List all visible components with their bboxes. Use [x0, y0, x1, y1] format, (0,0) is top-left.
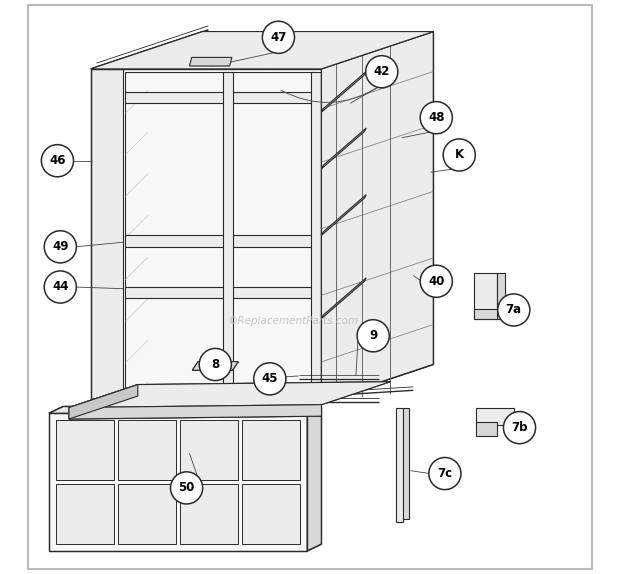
Polygon shape [125, 72, 316, 405]
Polygon shape [91, 32, 433, 69]
Polygon shape [190, 57, 232, 66]
Text: K: K [454, 149, 464, 161]
Text: 50: 50 [179, 482, 195, 494]
Circle shape [199, 348, 231, 381]
Polygon shape [91, 69, 123, 402]
Polygon shape [49, 413, 307, 551]
Polygon shape [476, 422, 497, 436]
Polygon shape [307, 406, 322, 551]
Circle shape [357, 320, 389, 352]
Polygon shape [180, 420, 238, 480]
Text: 44: 44 [52, 281, 69, 293]
Circle shape [420, 265, 453, 297]
Polygon shape [476, 408, 514, 425]
Polygon shape [322, 71, 366, 112]
Circle shape [254, 363, 286, 395]
Polygon shape [125, 92, 316, 103]
Polygon shape [497, 273, 505, 319]
Text: 40: 40 [428, 275, 445, 288]
Polygon shape [118, 420, 176, 480]
Text: 48: 48 [428, 111, 445, 124]
Text: 9: 9 [369, 329, 377, 342]
Polygon shape [56, 420, 114, 480]
Polygon shape [192, 362, 238, 370]
Polygon shape [69, 382, 391, 408]
Circle shape [429, 457, 461, 490]
Text: 46: 46 [49, 154, 66, 167]
Polygon shape [396, 408, 403, 522]
Circle shape [443, 139, 476, 171]
Circle shape [170, 472, 203, 504]
Polygon shape [322, 195, 366, 235]
Polygon shape [322, 128, 366, 169]
Polygon shape [56, 484, 114, 544]
Polygon shape [474, 273, 497, 319]
Polygon shape [474, 309, 508, 319]
Text: 47: 47 [270, 31, 286, 44]
Polygon shape [223, 72, 232, 405]
Circle shape [42, 145, 74, 177]
Polygon shape [322, 32, 433, 402]
Text: 42: 42 [374, 65, 390, 78]
Text: 8: 8 [211, 358, 219, 371]
Polygon shape [69, 385, 138, 419]
Polygon shape [125, 235, 316, 247]
Circle shape [503, 412, 536, 444]
Polygon shape [403, 408, 409, 519]
Circle shape [366, 56, 398, 88]
Circle shape [498, 294, 530, 326]
Circle shape [262, 21, 294, 53]
Polygon shape [69, 405, 322, 419]
Text: ©ReplacementParts.com: ©ReplacementParts.com [227, 316, 358, 327]
Polygon shape [49, 406, 322, 413]
Polygon shape [322, 278, 366, 319]
Text: 7b: 7b [512, 421, 528, 434]
Polygon shape [125, 393, 316, 402]
Text: 49: 49 [52, 241, 69, 253]
Circle shape [44, 231, 76, 263]
Polygon shape [180, 484, 238, 544]
Polygon shape [118, 484, 176, 544]
Polygon shape [242, 484, 300, 544]
Circle shape [420, 102, 453, 134]
Text: 45: 45 [262, 373, 278, 385]
Polygon shape [125, 287, 316, 298]
Circle shape [44, 271, 76, 303]
Polygon shape [242, 420, 300, 480]
Text: 7a: 7a [506, 304, 522, 316]
Text: 7c: 7c [437, 467, 453, 480]
Polygon shape [311, 72, 322, 405]
